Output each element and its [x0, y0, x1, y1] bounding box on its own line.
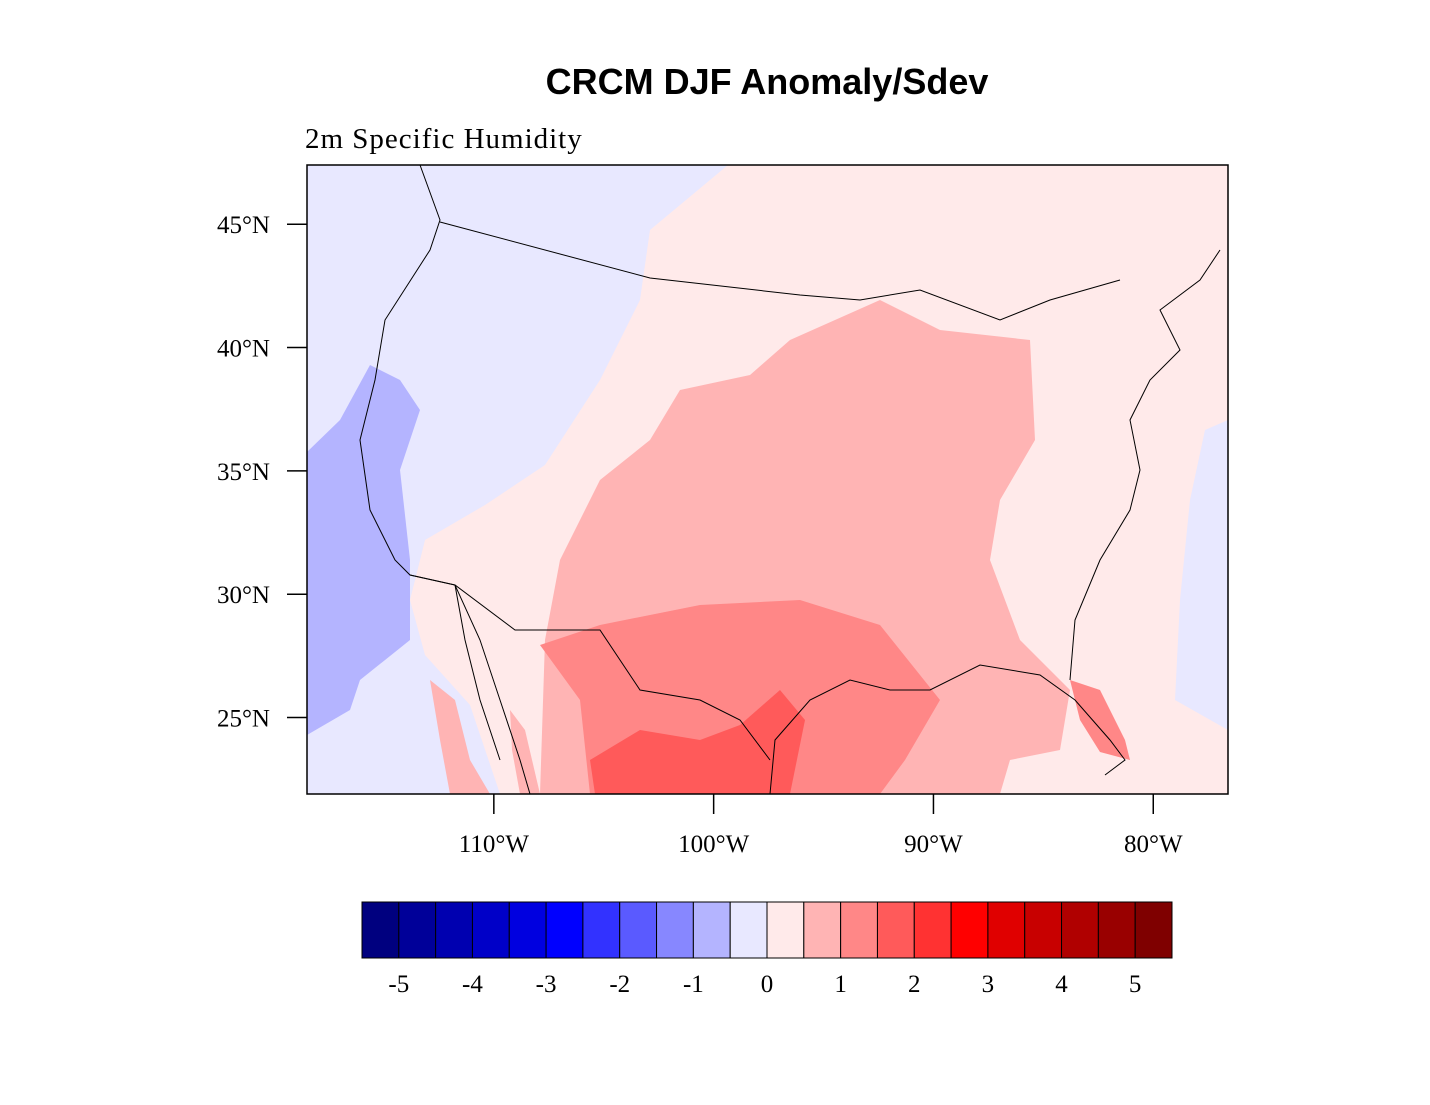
colorbar-label: -5 — [388, 971, 409, 998]
colorbar-box — [508, 901, 547, 959]
colorbar-box — [876, 901, 915, 959]
y-tick-label: 30°N — [217, 582, 270, 609]
coastline — [769, 664, 1126, 794]
colorbar-box — [1024, 901, 1063, 959]
border-line — [439, 221, 1121, 321]
colorbar-box — [729, 901, 768, 959]
field-region — [1175, 420, 1228, 730]
colorbar-box — [803, 901, 842, 959]
colorbar-box — [471, 901, 510, 959]
y-tick-label: 40°N — [217, 336, 270, 363]
field-region — [307, 365, 420, 735]
colorbar-box — [1097, 901, 1136, 959]
colorbar-label: -4 — [462, 971, 483, 998]
field — [307, 165, 1228, 794]
colorbar-box — [950, 901, 989, 959]
colorbar-box — [913, 901, 952, 959]
colorbar-box — [435, 901, 473, 959]
colorbar-box — [582, 901, 621, 959]
coastline — [454, 584, 501, 761]
colorbar-label: 5 — [1129, 971, 1142, 998]
colorbar-label: 4 — [1055, 971, 1068, 998]
field-region — [510, 710, 540, 794]
colorbar-box — [361, 901, 400, 959]
colorbar-label: 0 — [761, 971, 774, 998]
coastline — [1069, 249, 1221, 681]
colorbar-box — [1061, 901, 1099, 959]
subtitle: 2m Specific Humidity — [305, 123, 583, 155]
colorbar-box — [656, 901, 694, 959]
colorbar-label: -2 — [609, 971, 630, 998]
field-region — [1070, 680, 1130, 760]
colorbar-box — [766, 901, 805, 959]
colorbar-label: -1 — [683, 971, 704, 998]
colorbar-box — [692, 901, 731, 959]
colorbar-box — [398, 901, 437, 959]
colorbar-box — [619, 901, 658, 959]
colorbar-box — [840, 901, 878, 959]
coastline — [359, 165, 531, 794]
y-tick-label: 25°N — [217, 706, 270, 733]
title: CRCM DJF Anomaly/Sdev — [546, 61, 989, 102]
field-region — [430, 680, 490, 794]
x-tick-label: 100°W — [678, 831, 749, 858]
colorbar-label: -3 — [536, 971, 557, 998]
colorbar-box — [1134, 901, 1173, 959]
y-tick-label: 35°N — [217, 459, 270, 486]
colorbar-label: 3 — [982, 971, 995, 998]
y-tick-label: 45°N — [217, 212, 270, 239]
x-tick-label: 80°W — [1124, 831, 1183, 858]
colorbar-box — [545, 901, 584, 959]
x-tick-label: 110°W — [459, 831, 530, 858]
colorbar-label: 2 — [908, 971, 921, 998]
colorbar-box — [987, 901, 1026, 959]
x-tick-label: 90°W — [904, 831, 963, 858]
field-region — [590, 690, 805, 794]
border-line — [409, 574, 771, 761]
plot-frame — [306, 164, 1229, 795]
field-region — [307, 165, 728, 794]
colorbar-label: 1 — [834, 971, 847, 998]
